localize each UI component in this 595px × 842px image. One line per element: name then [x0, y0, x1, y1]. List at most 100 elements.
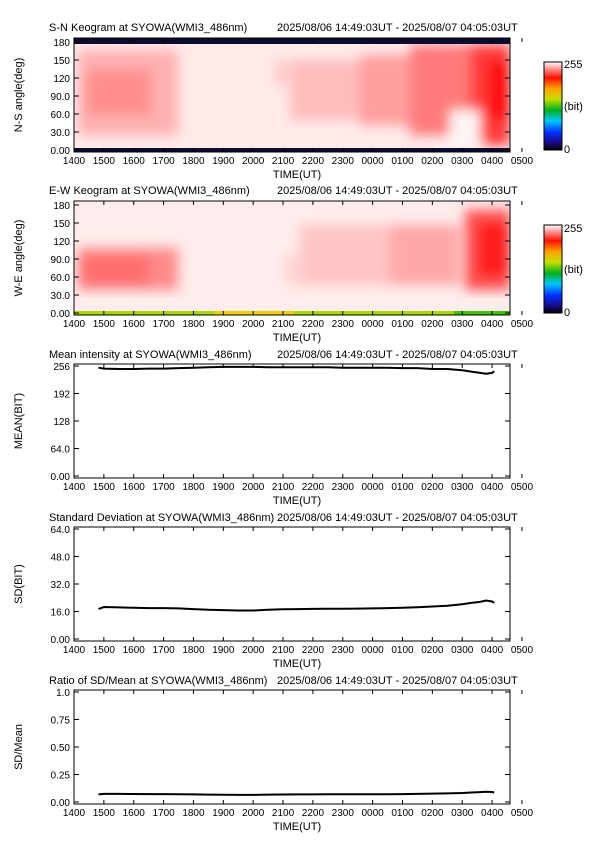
ew-keogram-xtick-label: 0500 [511, 319, 534, 330]
sd-mean-ratio-xtick-label: 2300 [332, 808, 355, 819]
ew-keogram-ytick-label: 30.0 [51, 291, 71, 302]
ew-keogram-ytick-label: 180 [53, 201, 70, 212]
ew-keogram-xtick-label: 0100 [391, 319, 414, 330]
sn-keogram-y-axis: 0.00 30.0 60.0 90.0 120 150 180 [51, 38, 510, 157]
standard-deviation-timerange: 2025/08/06 14:49:03UT - 2025/08/07 04:05… [277, 512, 518, 524]
ew-keogram-xlabel: TIME(UT) [273, 332, 321, 344]
sn-keogram-ytick-label: 30.0 [51, 128, 71, 139]
ew-keogram-y-axis: 0.00 30.0 60.0 90.0 120 150 180 [51, 201, 510, 320]
ew-keogram-xtick-label: 2300 [332, 319, 355, 330]
ew-keogram-xtick-label: 1600 [123, 319, 146, 330]
standard-deviation-title: Standard Deviation at SYOWA(WMI3_486nm) [49, 512, 274, 524]
sd-mean-ratio-xtick-label: 1600 [123, 808, 146, 819]
ew-keogram-ytick-label: 120 [53, 237, 70, 248]
standard-deviation-ytick-label: 32.0 [51, 580, 71, 591]
sn-keogram-ytick-label: 180 [53, 38, 70, 49]
sd-mean-ratio-timerange: 2025/08/06 14:49:03UT - 2025/08/07 04:05… [277, 675, 518, 687]
standard-deviation-xtick-label: 0400 [481, 645, 504, 656]
mean-intensity-xtick-label: 0500 [511, 482, 534, 493]
mean-intensity-plot-frame [73, 363, 511, 479]
mean-intensity-ytick-label: 192 [53, 390, 70, 401]
standard-deviation-xtick-label: 0300 [451, 645, 474, 656]
sn-keogram-ytick-label: 0.00 [51, 146, 71, 157]
standard-deviation-ytick-label: 48.0 [51, 553, 71, 564]
sn-keogram-xtick-label: 0200 [421, 156, 444, 167]
sn-keogram-xtick-label: 1600 [123, 156, 146, 167]
sn-keogram-xtick-label: 1700 [152, 156, 175, 167]
standard-deviation-xtick-label: 1400 [63, 645, 86, 656]
mean-intensity-xtick-label: 2000 [242, 482, 265, 493]
sd-mean-ratio-series-line [98, 790, 495, 796]
sn-keogram-ytick-label: 150 [53, 56, 70, 67]
sn-keogram-xtick-label: 0000 [362, 156, 385, 167]
sd-mean-ratio-ytick-label: 0.50 [51, 743, 71, 754]
sn-keogram-xlabel: TIME(UT) [273, 169, 321, 181]
ew-keogram-ytick-label: 0.00 [51, 309, 71, 320]
standard-deviation-xtick-label: 1700 [152, 645, 175, 656]
ew-keogram-x-axis: 1400 1500 1600 1700 1800 1900 2000 2100 2200 2300… [63, 201, 534, 330]
sd-mean-ratio-ytick-label: 0.00 [51, 798, 71, 809]
sd-mean-ratio-title: Ratio of SD/Mean at SYOWA(WMI3_486nm) [49, 675, 267, 687]
standard-deviation-xtick-label: 2200 [302, 645, 325, 656]
standard-deviation-xtick-label: 0200 [421, 645, 444, 656]
mean-intensity-ytick-label: 0.00 [51, 472, 71, 483]
sd-mean-ratio-xtick-label: 0200 [421, 808, 444, 819]
standard-deviation-xtick-label: 2300 [332, 645, 355, 656]
ew-colorbar-max: 255 [564, 223, 582, 235]
sd-mean-ratio-plot-frame [73, 689, 511, 805]
sd-mean-ratio-xtick-label: 0400 [481, 808, 504, 819]
line-panels: Mean intensity at SYOWA(WMI3_486nm) 2025/… [13, 349, 534, 833]
sd-mean-ratio-ylabel: SD/Mean [13, 724, 25, 770]
sn-keogram-x-axis: 1400 1500 1600 1700 1800 1900 2000 2100 2200 2300… [63, 38, 534, 167]
sd-mean-ratio-xtick-label: 0100 [391, 808, 414, 819]
ew-keogram-colorbar: 255 (bit) 0 [543, 223, 583, 319]
mean-intensity-ylabel: MEAN(BIT) [13, 393, 25, 449]
mean-intensity-xtick-label: 1800 [182, 482, 205, 493]
mean-intensity-xtick-label: 1400 [63, 482, 86, 493]
mean-intensity-xtick-label: 0300 [451, 482, 474, 493]
sn-keogram-xtick-label: 1400 [63, 156, 86, 167]
standard-deviation-xlabel: TIME(UT) [273, 658, 321, 670]
ew-keogram-panel: E-W Keogram at SYOWA(WMI3_486nm) 2025/08… [13, 185, 583, 344]
sn-keogram-ytick-label: 120 [53, 74, 70, 85]
sd-mean-ratio-ytick-label: 0.75 [51, 716, 71, 727]
standard-deviation-ytick-label: 0.00 [51, 635, 71, 646]
sd-mean-ratio-xtick-label: 2200 [302, 808, 325, 819]
ew-colorbar-unit: (bit) [564, 264, 583, 276]
sd-mean-ratio-ytick-label: 1.0 [56, 688, 70, 699]
standard-deviation-ytick-label: 16.0 [51, 608, 71, 619]
sn-colorbar-min: 0 [564, 144, 570, 156]
mean-intensity-ytick-label: 128 [53, 417, 70, 428]
sd-mean-ratio-xtick-label: 1500 [93, 808, 116, 819]
ew-keogram-xtick-label: 1900 [212, 319, 235, 330]
sd-mean-ratio-xlabel: TIME(UT) [273, 821, 321, 833]
standard-deviation-xtick-label: 0000 [362, 645, 385, 656]
standard-deviation-ylabel: SD(BIT) [13, 564, 25, 604]
ew-keogram-xtick-label: 1500 [93, 319, 116, 330]
sn-colorbar-unit: (bit) [564, 101, 583, 113]
sn-keogram-ytick-label: 60.0 [51, 110, 71, 121]
standard-deviation-ytick-label: 64.0 [51, 525, 71, 536]
standard-deviation-xtick-label: 1600 [123, 645, 146, 656]
sn-keogram-panel: S-N Keogram at SYOWA(WMI3_486nm) 2025/08… [13, 22, 583, 181]
sn-keogram-title: S-N Keogram at SYOWA(WMI3_486nm) [49, 22, 247, 34]
sd-mean-ratio-ytick-label: 0.25 [51, 771, 71, 782]
ew-keogram-xtick-label: 1400 [63, 319, 86, 330]
ew-keogram-xtick-label: 2200 [302, 319, 325, 330]
sn-keogram-xtick-label: 2000 [242, 156, 265, 167]
mean-intensity-xtick-label: 0000 [362, 482, 385, 493]
sd-mean-ratio-xtick-label: 2100 [272, 808, 295, 819]
sn-keogram-ylabel: N-S angle(deg) [13, 58, 25, 133]
standard-deviation-xtick-label: 2000 [242, 645, 265, 656]
ew-keogram-timerange: 2025/08/06 14:49:03UT - 2025/08/07 04:05… [277, 185, 518, 197]
sn-keogram-xtick-label: 1900 [212, 156, 235, 167]
ew-keogram-xtick-label: 0000 [362, 319, 385, 330]
sn-keogram-xtick-label: 0500 [511, 156, 534, 167]
sd-mean-ratio-xtick-label: 1800 [182, 808, 205, 819]
standard-deviation-series-line [98, 599, 495, 612]
mean-intensity-xtick-label: 1700 [152, 482, 175, 493]
sn-keogram-xtick-label: 2300 [332, 156, 355, 167]
standard-deviation-panel: Standard Deviation at SYOWA(WMI3_486nm) 2… [13, 512, 534, 670]
